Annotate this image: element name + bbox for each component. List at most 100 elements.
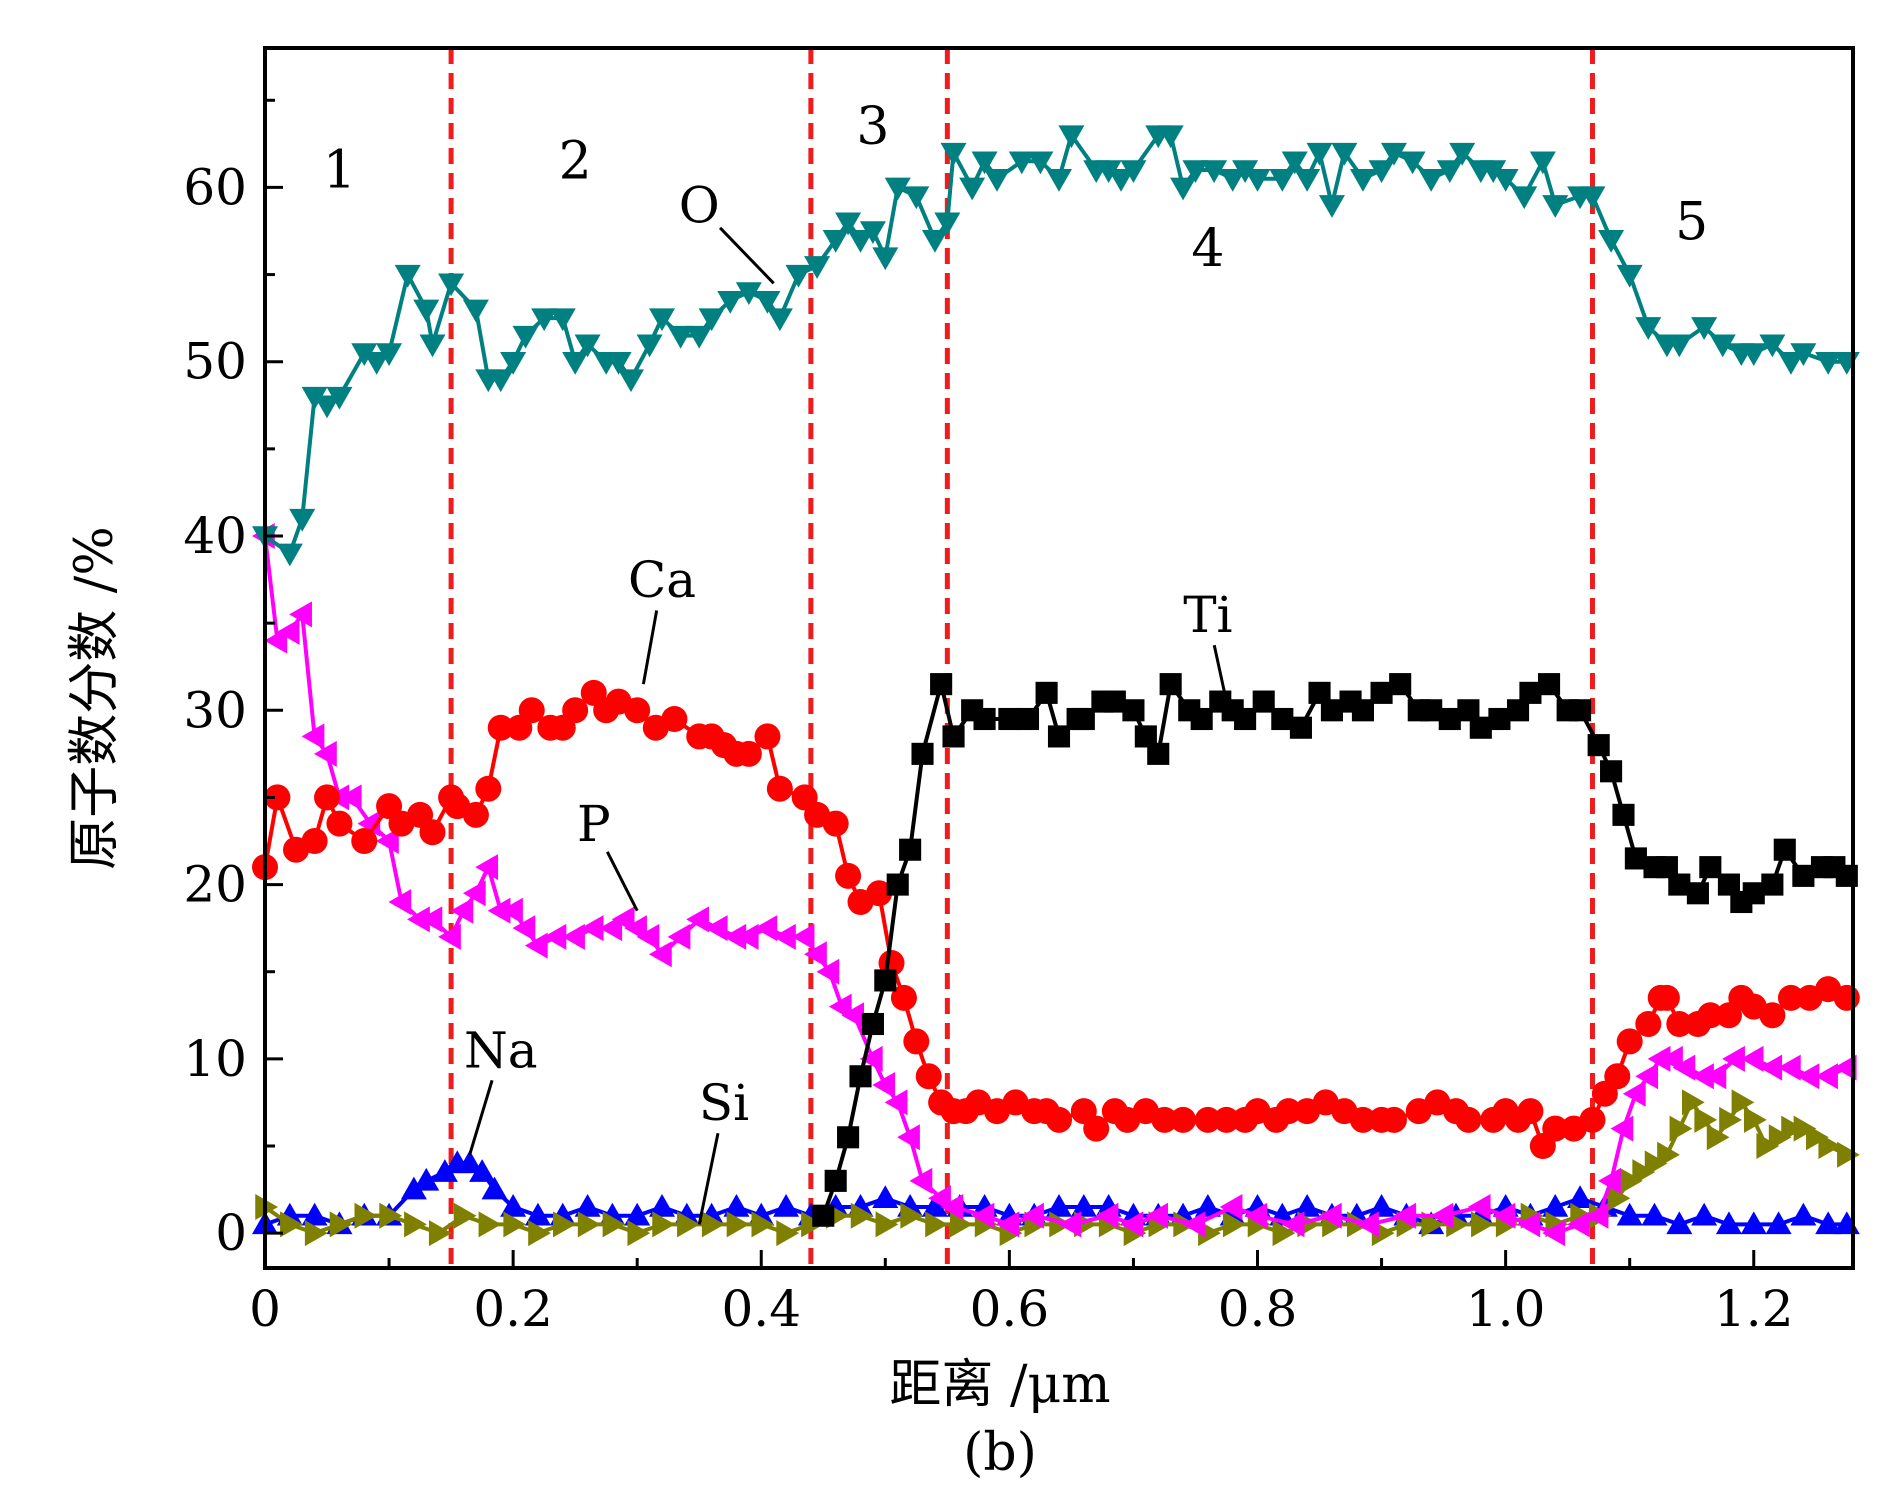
axes: 0 0.2 0.4 0.6 0.8 1.0 1.2 0 10 20 30 40 50 60	[183, 46, 1855, 1338]
point-na-55	[1542, 1194, 1569, 1217]
point-ca-83	[1579, 1106, 1606, 1133]
point-p-20	[524, 932, 548, 959]
point-ti-36	[1351, 699, 1375, 722]
point-ti-29	[1234, 707, 1257, 731]
point-p-43	[884, 1089, 908, 1116]
point-ti-34	[1320, 699, 1343, 722]
point-ca-52	[1046, 1106, 1072, 1133]
point-si-1	[280, 1211, 303, 1238]
point-ti-64	[1792, 864, 1815, 887]
point-p-32	[723, 923, 747, 950]
point-ti-47	[1537, 673, 1561, 696]
point-ti-14	[1016, 707, 1040, 731]
point-p-47	[940, 1194, 964, 1220]
point-ca-39	[866, 880, 893, 907]
point-ti-18	[1072, 707, 1095, 731]
point-p-21	[543, 923, 567, 950]
point-ti-45	[1506, 699, 1530, 722]
x-tick-label-2: 0.4	[721, 1280, 801, 1338]
point-ca-58	[1151, 1106, 1178, 1133]
point-o-71	[1349, 168, 1376, 192]
point-ti-6	[886, 873, 909, 896]
point-ca-24	[624, 697, 651, 724]
point-o-17	[512, 325, 539, 349]
point-ti-5	[874, 969, 897, 992]
point-ti-26	[1190, 707, 1213, 731]
point-o-60	[1182, 160, 1209, 183]
point-ca-61	[1213, 1106, 1240, 1133]
point-p-15	[462, 880, 486, 907]
point-ti-7	[899, 838, 922, 861]
point-na-62	[1715, 1211, 1742, 1235]
point-p-11	[407, 906, 430, 933]
y-axis-title: 原子数分数 /%	[65, 526, 125, 869]
point-p-81	[1777, 1054, 1801, 1081]
point-o-10	[413, 299, 440, 323]
series-layer	[252, 125, 1860, 1247]
point-o-18	[531, 308, 558, 332]
point-si-49	[1471, 1211, 1494, 1238]
point-o-56	[1120, 160, 1147, 183]
point-p-30	[686, 906, 709, 933]
point-ca-41	[890, 984, 917, 1011]
point-p-62	[1430, 1202, 1454, 1229]
x-tick-label-3: 0.6	[970, 1280, 1050, 1338]
point-p-66	[1542, 1220, 1565, 1247]
y-tick-label-6: 60	[183, 158, 247, 216]
point-o-49	[1008, 151, 1035, 175]
point-si-60	[1669, 1115, 1693, 1142]
point-ti-56	[1668, 873, 1691, 896]
point-o-30	[717, 290, 744, 314]
point-na-28	[872, 1185, 899, 1209]
point-na-65	[1790, 1202, 1817, 1226]
point-ca-10	[419, 819, 446, 846]
point-na-48	[1368, 1194, 1395, 1217]
point-si-72	[1818, 1133, 1842, 1159]
point-ti-8	[911, 742, 934, 765]
point-na-63	[1740, 1211, 1767, 1235]
point-p-83	[1815, 1063, 1838, 1090]
point-p-18	[500, 897, 523, 924]
point-o-86	[1598, 229, 1625, 253]
point-o-98	[1815, 351, 1842, 375]
point-ti-15	[1035, 681, 1058, 704]
point-si-26	[900, 1202, 924, 1229]
region-boundaries	[448, 48, 1595, 1268]
point-o-45	[940, 142, 967, 166]
point-o-77	[1449, 142, 1476, 166]
point-ca-13	[462, 801, 489, 828]
point-p-28	[649, 941, 672, 968]
point-na-24	[773, 1194, 800, 1217]
point-o-91	[1691, 317, 1718, 340]
point-o-20	[562, 351, 589, 375]
point-o-12	[438, 273, 465, 297]
point-o-39	[859, 221, 886, 244]
point-na-35	[1046, 1194, 1072, 1217]
point-o-7	[363, 351, 390, 375]
point-ca-6	[351, 828, 378, 854]
point-p-29	[667, 923, 691, 950]
point-o-66	[1281, 151, 1308, 175]
point-o-80	[1492, 168, 1519, 192]
point-ca-15	[487, 714, 514, 741]
point-o-92	[1709, 334, 1736, 358]
point-na-59	[1641, 1202, 1668, 1226]
point-ti-32	[1289, 716, 1312, 739]
point-p-50	[1021, 1202, 1044, 1229]
point-ti-43	[1469, 716, 1492, 739]
point-ti-24	[1159, 673, 1182, 696]
point-si-3	[329, 1211, 353, 1238]
point-p-68	[1585, 1202, 1609, 1229]
point-ti-51	[1600, 760, 1623, 783]
point-ca-86	[1616, 1028, 1643, 1055]
point-p-69	[1598, 1167, 1621, 1194]
x-tick-label-4: 0.8	[1218, 1280, 1298, 1338]
point-o-76	[1436, 160, 1463, 183]
point-si-57	[1632, 1159, 1656, 1186]
point-ti-31	[1271, 707, 1294, 731]
point-si-64	[1719, 1106, 1742, 1133]
point-p-49	[996, 1211, 1020, 1238]
series-label-na: Na	[464, 1022, 538, 1080]
point-si-56	[1619, 1167, 1643, 1194]
x-axis-title: 距离 /μm	[889, 1355, 1110, 1415]
